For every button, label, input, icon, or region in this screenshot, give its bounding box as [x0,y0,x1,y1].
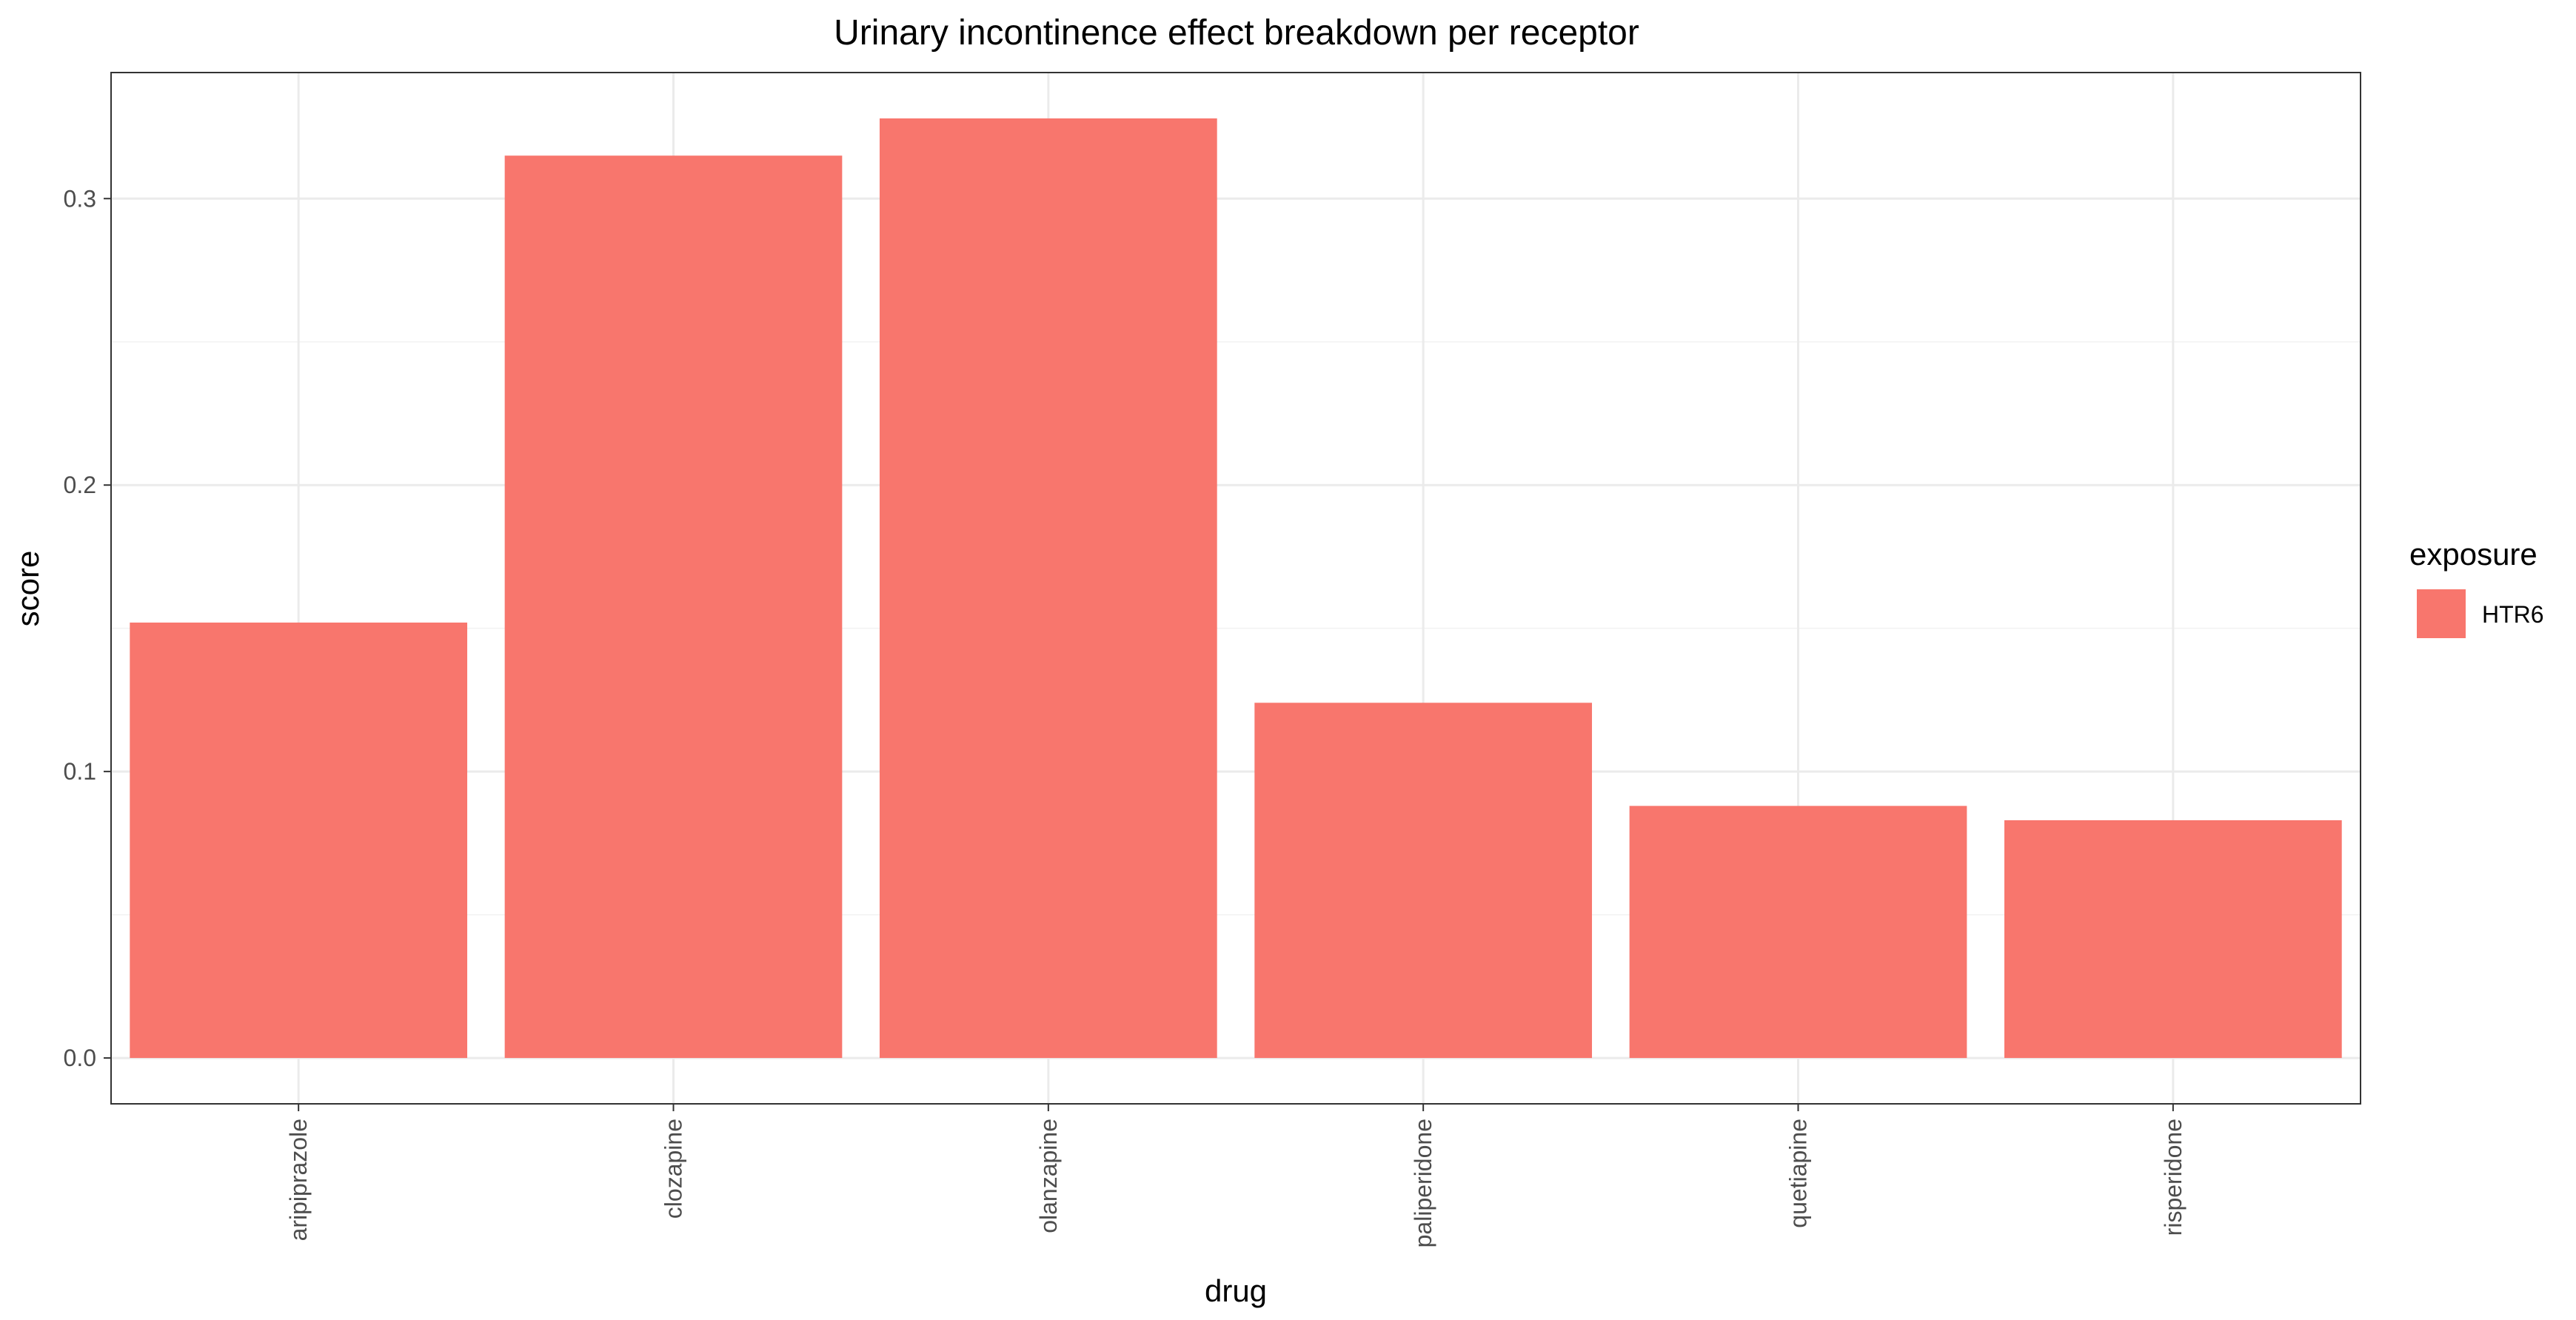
legend-title: exposure [2409,537,2537,572]
x-axis: aripiprazole clozapine olanzapine paliperid… [285,1104,2187,1247]
x-tick-label-risperidone: risperidone [2160,1119,2187,1236]
x-axis-title: drug [1205,1273,1267,1308]
minor-gridlines [111,341,2361,916]
legend-key-htr6 [2417,589,2466,638]
bar-paliperidone [1254,703,1593,1059]
x-tick-label-clozapine: clozapine [660,1119,687,1219]
bar-quetiapine [1629,805,1967,1059]
bars [130,118,2342,1059]
x-tick-label-aripiprazole: aripiprazole [285,1119,312,1241]
plot-panel [110,72,2361,1105]
y-tick-label: 0.3 [64,185,96,212]
y-axis: 0.0 0.1 0.2 0.3 [64,185,111,1071]
y-tick-label: 0.1 [64,758,96,785]
x-tick-label-paliperidone: paliperidone [1410,1119,1436,1247]
x-tick-label-quetiapine: quetiapine [1785,1119,1812,1228]
bar-olanzapine [879,118,1217,1059]
x-tick-label-olanzapine: olanzapine [1035,1119,1062,1233]
y-tick-label: 0.2 [64,472,96,498]
bar-risperidone [2004,820,2342,1059]
legend-label-htr6: HTR6 [2482,601,2544,628]
legend: exposure HTR6 [2409,537,2544,638]
chart-title: Urinary incontinence effect breakdown pe… [834,13,1639,53]
bar-aripiprazole [130,622,468,1059]
bar-clozapine [504,155,843,1059]
y-tick-label: 0.0 [64,1045,96,1071]
y-axis-title: score [10,551,45,627]
